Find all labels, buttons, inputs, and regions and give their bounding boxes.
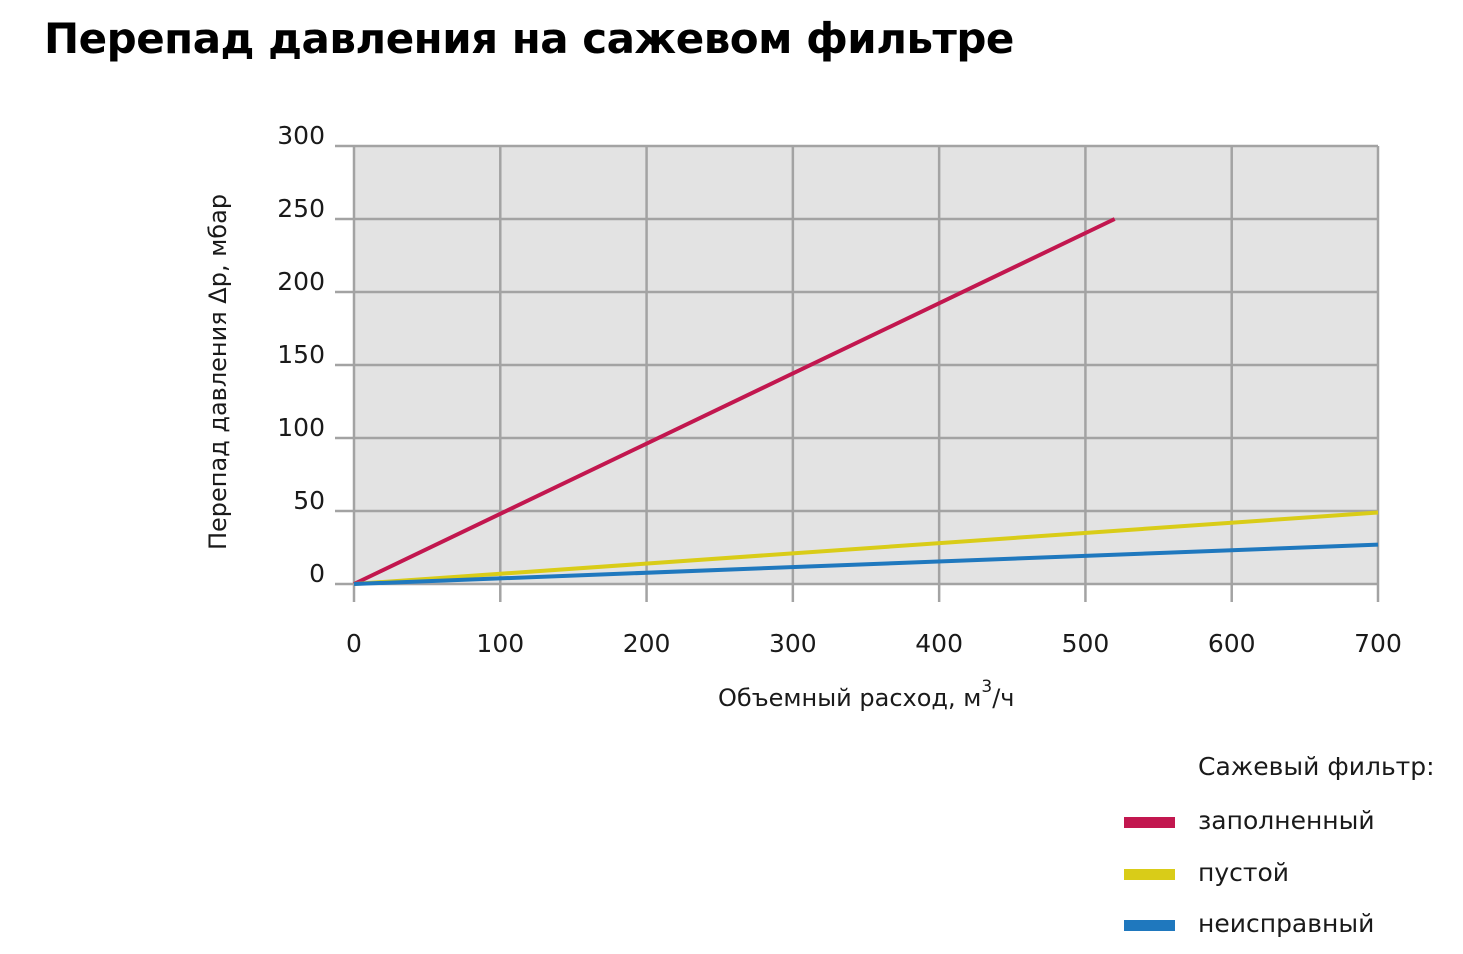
x-tick-label: 500 (1062, 629, 1110, 658)
series-line-empty (353, 510, 1379, 586)
series-line-filled (353, 217, 1116, 586)
series-lines (353, 217, 1379, 586)
legend-title: Сажевый фильтр: (1198, 752, 1435, 781)
legend-swatch-empty (1124, 869, 1175, 880)
legend-swatch-filled (1124, 817, 1175, 828)
y-axis-label: Перепад давления Δp, мбар (204, 194, 232, 550)
legend-label-filled: заполненный (1198, 806, 1375, 835)
y-tick-label: 250 (277, 194, 325, 223)
legend-label-empty: пустой (1198, 858, 1289, 887)
y-tick-label: 200 (277, 267, 325, 296)
legend-item-faulty: неисправный (1120, 909, 1440, 939)
x-tick-label: 100 (476, 629, 524, 658)
y-tick-label: 0 (309, 559, 325, 588)
legend-item-empty: пустой (1120, 858, 1440, 888)
chart-title: Перепад давления на сажевом фильтре (44, 14, 1014, 63)
legend-item-filled: заполненный (1120, 806, 1440, 836)
legend-label-faulty: неисправный (1198, 909, 1375, 938)
x-tick-label: 600 (1208, 629, 1256, 658)
x-tick-label: 200 (623, 629, 671, 658)
x-tick-label: 0 (346, 629, 362, 658)
x-tick-label: 400 (915, 629, 963, 658)
y-tick-label: 100 (277, 413, 325, 442)
x-tick-label: 700 (1354, 629, 1402, 658)
y-tick-label: 300 (277, 121, 325, 150)
x-axis-label: Объемный расход, м3/ч (718, 677, 1014, 712)
legend-swatch-faulty (1124, 920, 1175, 931)
x-tick-label: 300 (769, 629, 817, 658)
y-tick-label: 50 (293, 486, 325, 515)
y-tick-label: 150 (277, 340, 325, 369)
tick-labels: 0 50 100 150 200 250 300 0 100 200 300 400 500 600 700 (277, 121, 1402, 658)
series-line-faulty (353, 542, 1379, 586)
